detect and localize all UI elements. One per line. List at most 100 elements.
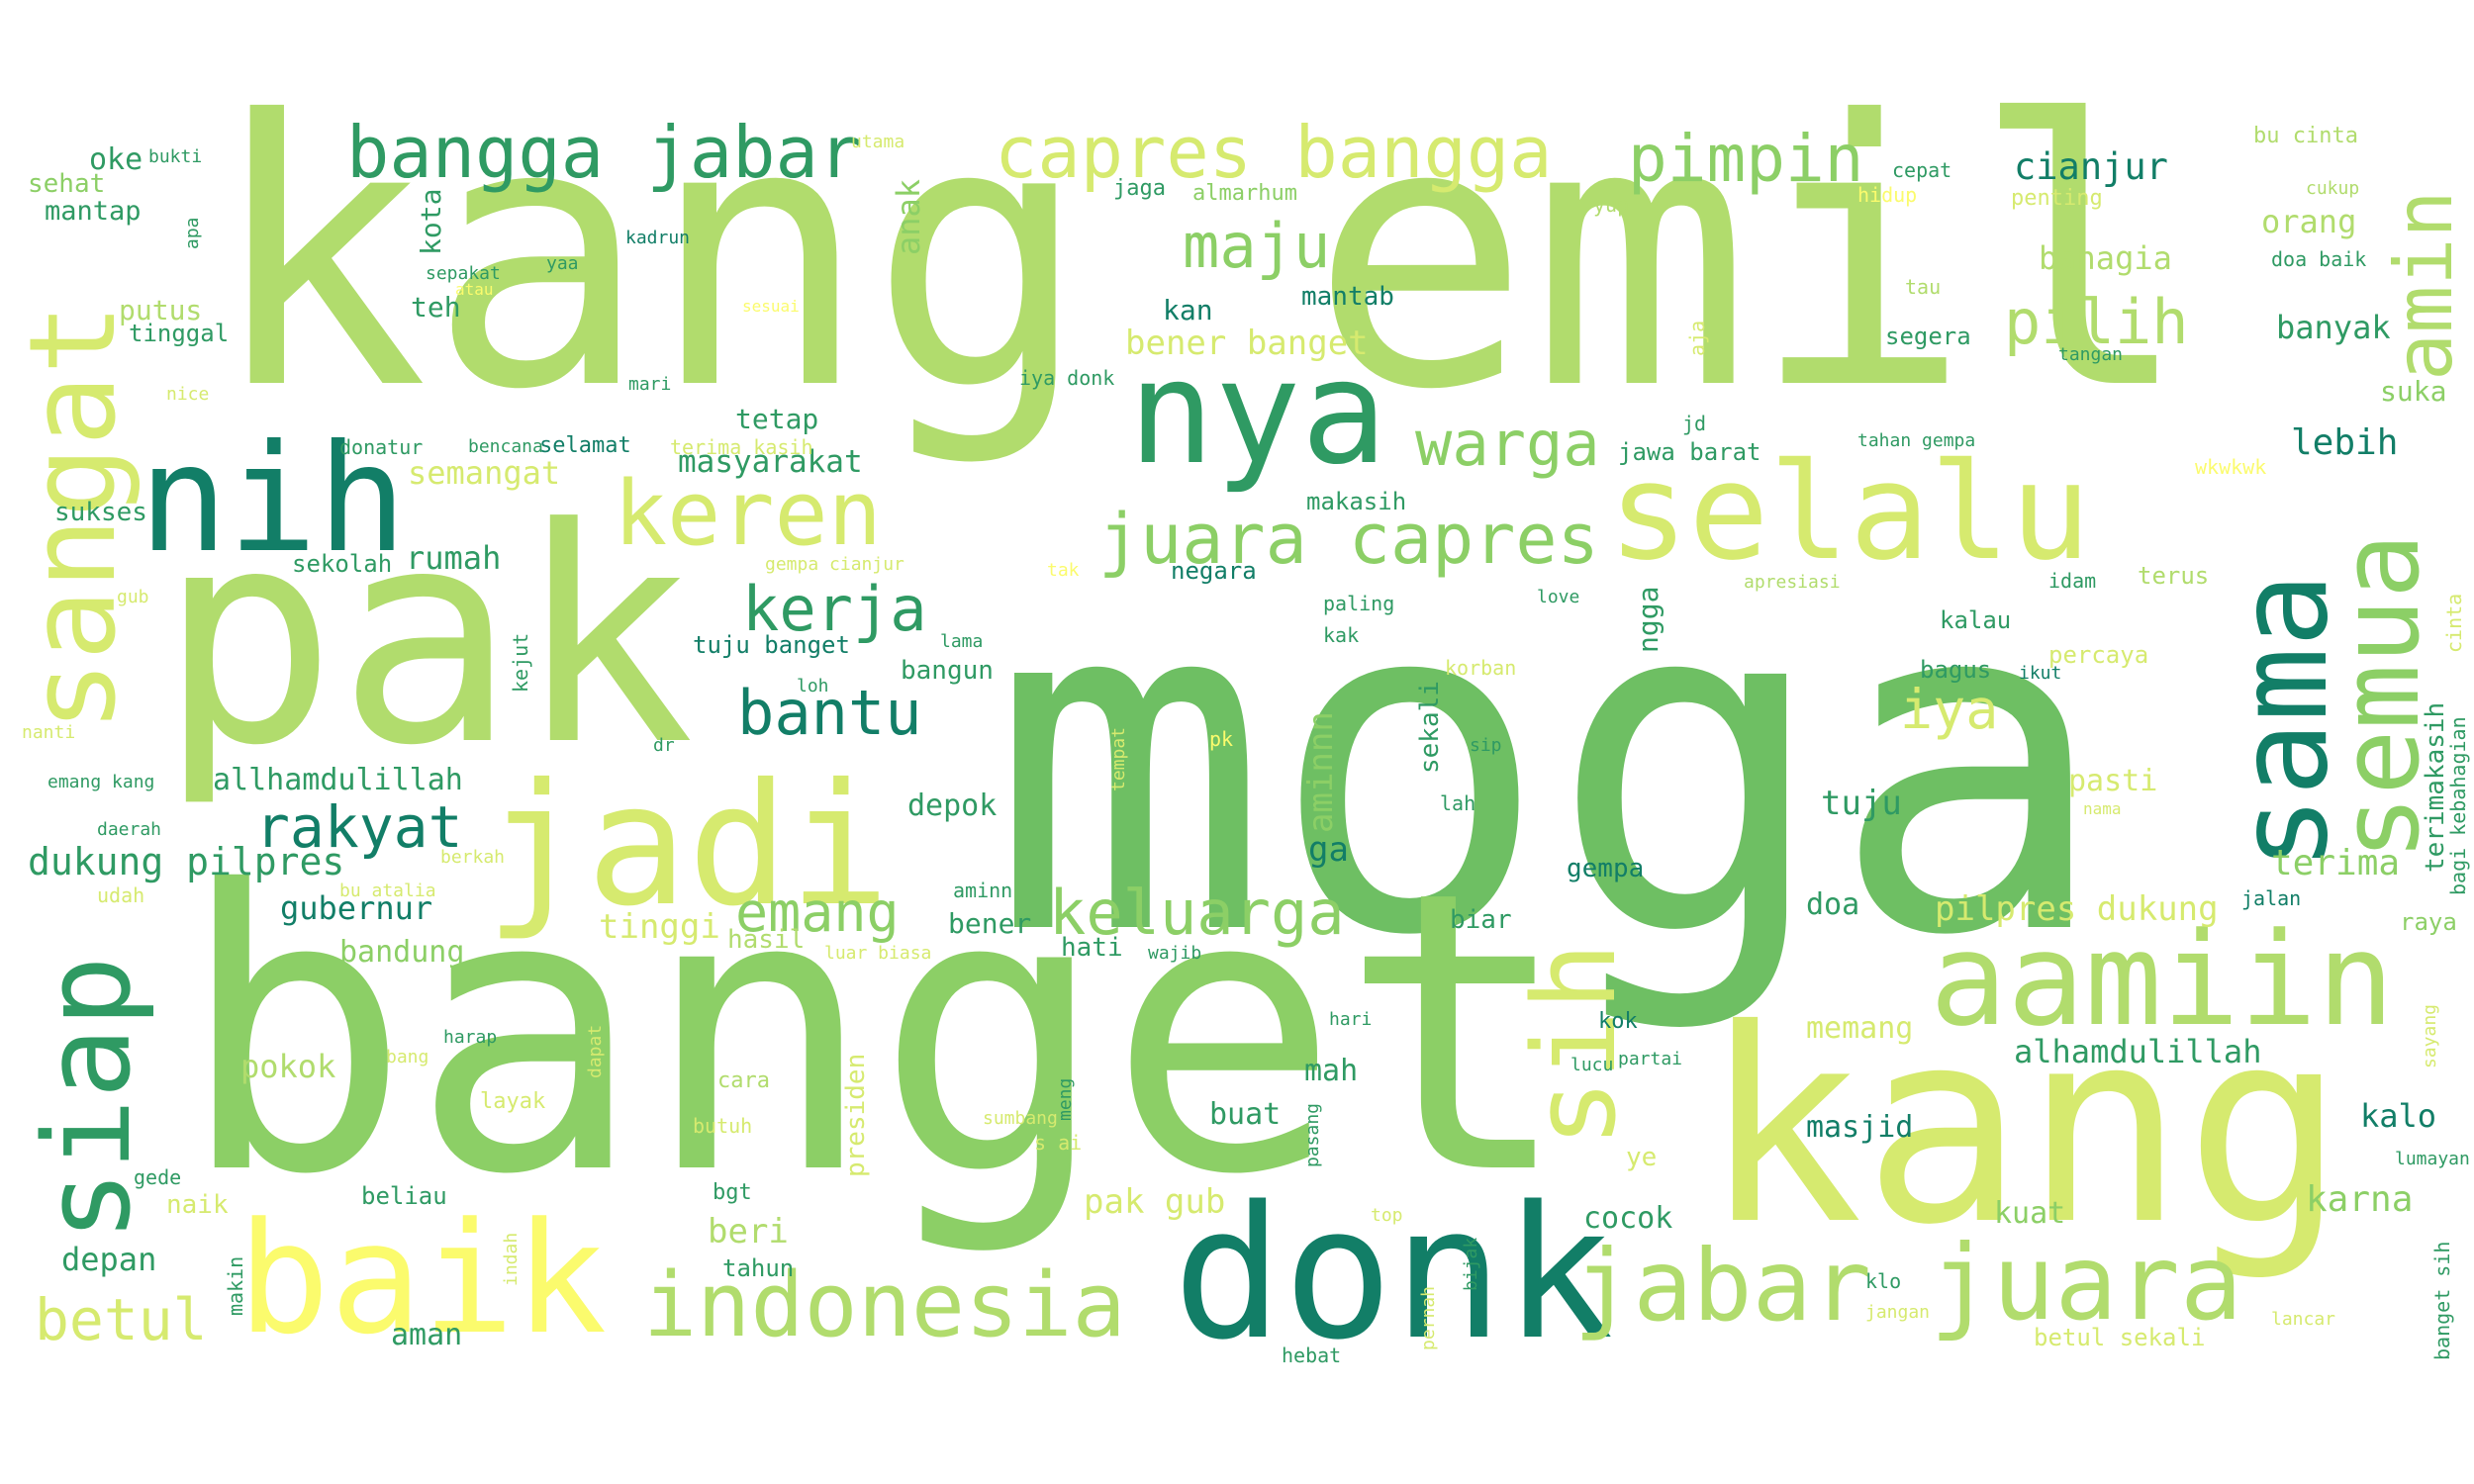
word-terus: terus bbox=[2138, 562, 2210, 590]
word-love: love bbox=[1537, 587, 1580, 607]
word-memang: memang bbox=[1806, 1011, 1914, 1046]
word-aamiin: aamiin bbox=[1930, 904, 2395, 1055]
word-juara-capres: juara capres bbox=[1098, 499, 1599, 580]
word-bahagia: bahagia bbox=[2039, 239, 2172, 277]
word-jalan: jalan bbox=[2241, 886, 2302, 910]
word-sesuai: sesuai bbox=[742, 297, 800, 316]
word-cukup: cukup bbox=[2306, 178, 2360, 199]
word-beri: beri bbox=[708, 1212, 789, 1252]
word-banget: banget bbox=[178, 809, 1572, 1258]
word-kang-emil: kang emil bbox=[208, 45, 2192, 470]
word-donatur: donatur bbox=[339, 435, 424, 459]
word-harap: harap bbox=[443, 1027, 498, 1048]
word-alhamdulillah: alhamdulillah bbox=[2014, 1033, 2262, 1070]
word-pasang: pasang bbox=[1302, 1102, 1323, 1167]
word-aman: aman bbox=[391, 1318, 463, 1352]
word-bencana: bencana bbox=[468, 436, 543, 457]
word-pk: pk bbox=[1209, 727, 1234, 751]
word-aminn: aminn bbox=[953, 879, 1013, 902]
word-udah: udah bbox=[97, 883, 145, 907]
word-selalu: selalu bbox=[1608, 434, 2091, 590]
word-sih: sih bbox=[1509, 942, 1642, 1148]
word-hasil: hasil bbox=[727, 925, 806, 955]
word-cinta: cinta bbox=[2442, 593, 2466, 653]
word-hebat: hebat bbox=[1282, 1344, 1342, 1367]
word-mari: mari bbox=[628, 374, 672, 395]
word-ye: ye bbox=[1626, 1143, 1658, 1172]
word-percaya: percaya bbox=[2048, 641, 2149, 669]
word-gempa: gempa bbox=[1567, 854, 1645, 883]
word-bu-cinta: bu cinta bbox=[2253, 124, 2358, 148]
word-sepakat: sepakat bbox=[426, 263, 501, 284]
word-betul-sekali: betul sekali bbox=[2034, 1324, 2206, 1351]
word-bantu: bantu bbox=[737, 677, 922, 749]
word-rumah: rumah bbox=[406, 539, 502, 577]
word-bangun: bangun bbox=[901, 656, 994, 686]
word-bagus: bagus bbox=[1920, 656, 1992, 684]
word-kok: kok bbox=[1598, 1009, 1638, 1034]
word-terima-kasih: terima kasih bbox=[670, 435, 813, 459]
word-bang: bang bbox=[386, 1047, 429, 1067]
word-hidup: hidup bbox=[1857, 183, 1918, 207]
word-jabar: jabar bbox=[1573, 1228, 1872, 1344]
word-bijak: bijak bbox=[1461, 1237, 1481, 1291]
word-pasti: pasti bbox=[2068, 764, 2158, 798]
word-makasih: makasih bbox=[1306, 488, 1407, 515]
word-sehat: sehat bbox=[28, 169, 106, 199]
word-orang: orang bbox=[2261, 203, 2357, 240]
word-jawa-barat: jawa barat bbox=[1618, 438, 1761, 466]
word-top: top bbox=[1371, 1205, 1403, 1226]
word-tinggal: tinggal bbox=[129, 320, 230, 347]
word-terima: terima bbox=[2271, 843, 2401, 883]
word-suka: suka bbox=[2380, 375, 2447, 408]
word-tetap: tetap bbox=[735, 403, 819, 435]
word-negara: negara bbox=[1171, 557, 1257, 585]
word-gub: gub bbox=[117, 587, 149, 607]
word-kadrun: kadrun bbox=[625, 228, 691, 248]
word-paling: paling bbox=[1323, 592, 1395, 615]
word-partai: partai bbox=[1618, 1049, 1683, 1069]
word-keluarga: keluarga bbox=[1049, 877, 1345, 949]
word-maju: maju bbox=[1183, 210, 1331, 282]
word-beliau: beliau bbox=[361, 1182, 447, 1210]
word-emang-kang: emang kang bbox=[48, 772, 155, 792]
word-tau: tau bbox=[1905, 275, 1942, 299]
word-donk: donk bbox=[1173, 1166, 1614, 1380]
word-ngga: ngga bbox=[1632, 586, 1665, 653]
word-sekali: sekali bbox=[1415, 681, 1445, 774]
word-terimakasih: terimakasih bbox=[2421, 701, 2450, 873]
word-banget-sih: banget sih bbox=[2430, 1241, 2454, 1360]
word-idam: idam bbox=[2048, 569, 2097, 593]
word-pak-gub: pak gub bbox=[1084, 1182, 1226, 1222]
word-naik: naik bbox=[166, 1190, 229, 1220]
word-sayang: sayang bbox=[2420, 1003, 2440, 1068]
word-utama: utama bbox=[851, 132, 905, 152]
word-baik: baik bbox=[238, 1189, 608, 1368]
word-iya-donk: iya donk bbox=[1019, 366, 1115, 390]
word-betul: betul bbox=[35, 1286, 208, 1353]
word-juara: juara bbox=[1930, 1223, 2243, 1344]
word-bagi-kebahagian: bagi kebahagian bbox=[2446, 716, 2470, 895]
word-meng: meng bbox=[1055, 1077, 1076, 1121]
word-banyak: banyak bbox=[2276, 309, 2391, 346]
word-gempa-cianjur: gempa cianjur bbox=[765, 554, 904, 575]
word-cianjur: cianjur bbox=[2014, 145, 2168, 188]
word-jadi: jadi bbox=[485, 748, 891, 944]
word-ga: ga bbox=[1308, 830, 1349, 870]
word-anak: anak bbox=[890, 178, 927, 255]
word-hati: hati bbox=[1061, 933, 1123, 963]
word-aja: aja bbox=[1685, 320, 1709, 356]
word-bu-atalia: bu atalia bbox=[339, 881, 436, 901]
word-nanti: nanti bbox=[22, 722, 76, 743]
word-pak: pak bbox=[158, 465, 695, 810]
word-pernah: pernah bbox=[1418, 1285, 1439, 1350]
word-apresiasi: apresiasi bbox=[1744, 572, 1841, 593]
word-bandung: bandung bbox=[339, 935, 465, 970]
word-klo: klo bbox=[1865, 1269, 1902, 1293]
word-yup: yup bbox=[1593, 193, 1630, 217]
word-depok: depok bbox=[907, 788, 998, 823]
word-luar-biasa: luar biasa bbox=[824, 943, 932, 964]
word-tuju: tuju bbox=[1821, 784, 1902, 823]
word-kejut: kejut bbox=[509, 632, 532, 693]
word-ikut: ikut bbox=[2019, 663, 2062, 684]
